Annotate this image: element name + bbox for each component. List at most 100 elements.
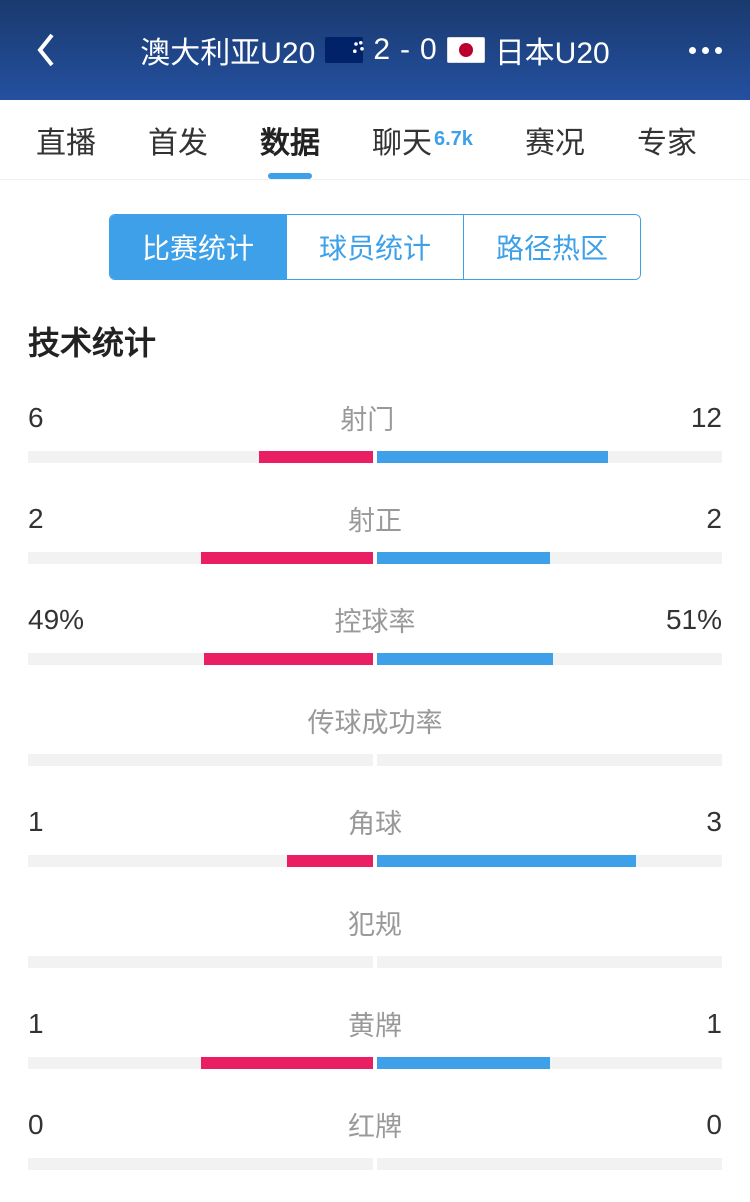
stat-value-left: 0	[28, 1109, 44, 1141]
bar-right-fill	[377, 653, 553, 665]
stat-row: 0 红牌 0	[28, 1105, 722, 1170]
bar-left	[28, 754, 373, 766]
tab-专家[interactable]: 专家	[611, 100, 723, 179]
stat-value-left: 1	[28, 806, 44, 838]
stat-row: 2 射正 2	[28, 499, 722, 564]
match-title: 澳大利亚U20 2 - 0 日本U20	[70, 28, 680, 72]
stat-value-left: 1	[28, 1008, 44, 1040]
stat-bars	[28, 1057, 722, 1069]
stat-name: 射正	[348, 499, 402, 538]
stat-bars	[28, 653, 722, 665]
stat-row: 传球成功率	[28, 701, 722, 766]
tab-赛况[interactable]: 赛况	[499, 100, 611, 179]
segment-路径热区[interactable]: 路径热区	[464, 215, 640, 279]
team-right-name: 日本U20	[495, 28, 610, 72]
tab-聊天[interactable]: 聊天6.7k	[346, 100, 499, 179]
bar-left	[28, 451, 373, 463]
more-button[interactable]	[680, 47, 730, 54]
tab-直播[interactable]: 直播	[10, 100, 122, 179]
match-header: 澳大利亚U20 2 - 0 日本U20	[0, 0, 750, 100]
score-right: 0	[420, 33, 437, 67]
segment-control: 比赛统计球员统计路径热区	[109, 214, 641, 280]
stat-row: 1 角球 3	[28, 802, 722, 867]
bar-right	[377, 653, 722, 665]
tab-bar: 直播首发数据聊天6.7k赛况专家奖	[0, 100, 750, 180]
stat-bars	[28, 754, 722, 766]
stat-row: 49% 控球率 51%	[28, 600, 722, 665]
segment-比赛统计[interactable]: 比赛统计	[110, 215, 287, 279]
dot-icon	[715, 47, 722, 54]
stat-value-right: 1	[706, 1008, 722, 1040]
stat-labels: 6 射门 12	[28, 398, 722, 437]
section-title: 技术统计	[0, 308, 750, 384]
bar-right	[377, 855, 722, 867]
bar-right	[377, 1057, 722, 1069]
flag-australia-icon	[325, 37, 363, 63]
bar-left	[28, 653, 373, 665]
stat-bars	[28, 451, 722, 463]
tab-badge: 6.7k	[434, 128, 473, 151]
bar-right	[377, 451, 722, 463]
tab-首发[interactable]: 首发	[122, 100, 234, 179]
bar-right	[377, 754, 722, 766]
stats-list: 6 射门 12 2 射正 2 49% 控球率 51% 传球成功率 1 角球 3 犯规 1 黄牌 1 0 红牌 0	[0, 384, 750, 1170]
bar-left-fill	[259, 451, 373, 463]
stat-labels: 1 角球 3	[28, 802, 722, 841]
stat-bars	[28, 552, 722, 564]
chevron-left-icon	[34, 31, 56, 69]
stat-value-left: 49%	[28, 604, 84, 636]
back-button[interactable]	[20, 31, 70, 69]
stat-labels: 49% 控球率 51%	[28, 600, 722, 639]
stat-value-left: 6	[28, 402, 44, 434]
tab-奖[interactable]: 奖	[723, 100, 750, 179]
stat-name: 红牌	[348, 1105, 402, 1144]
stat-bars	[28, 855, 722, 867]
stat-labels: 传球成功率	[28, 701, 722, 740]
stat-name: 控球率	[335, 600, 416, 639]
dot-icon	[702, 47, 709, 54]
stat-labels: 0 红牌 0	[28, 1105, 722, 1144]
stat-labels: 2 射正 2	[28, 499, 722, 538]
stat-name: 犯规	[348, 903, 402, 942]
stat-name: 黄牌	[348, 1004, 402, 1043]
stat-labels: 1 黄牌 1	[28, 1004, 722, 1043]
bar-left-fill	[201, 1057, 374, 1069]
segment-control-wrap: 比赛统计球员统计路径热区	[0, 180, 750, 308]
bar-right-fill	[377, 451, 608, 463]
stat-name: 射门	[340, 398, 394, 437]
stat-row: 6 射门 12	[28, 398, 722, 463]
bar-left	[28, 552, 373, 564]
stat-name: 传球成功率	[308, 701, 443, 740]
tab-数据[interactable]: 数据	[234, 100, 346, 179]
stat-value-left: 2	[28, 503, 44, 535]
stat-value-right: 51%	[666, 604, 722, 636]
team-left-name: 澳大利亚U20	[140, 28, 315, 72]
stat-value-right: 2	[706, 503, 722, 535]
stat-row: 1 黄牌 1	[28, 1004, 722, 1069]
score-dash: -	[400, 33, 410, 67]
stat-labels: 犯规	[28, 903, 722, 942]
segment-球员统计[interactable]: 球员统计	[287, 215, 464, 279]
stat-value-right: 3	[706, 806, 722, 838]
bar-left	[28, 956, 373, 968]
stat-name: 角球	[348, 802, 402, 841]
bar-left-fill	[204, 653, 373, 665]
bar-left-fill	[201, 552, 374, 564]
bar-right-fill	[377, 1057, 550, 1069]
bar-right-fill	[377, 552, 550, 564]
flag-japan-icon	[447, 37, 485, 63]
score-left: 2	[373, 33, 390, 67]
stat-value-right: 12	[691, 402, 722, 434]
stat-bars	[28, 1158, 722, 1170]
stat-value-right: 0	[706, 1109, 722, 1141]
stat-row: 犯规	[28, 903, 722, 968]
bar-right-fill	[377, 855, 636, 867]
bar-left-fill	[287, 855, 373, 867]
bar-right	[377, 552, 722, 564]
stat-bars	[28, 956, 722, 968]
bar-right	[377, 1158, 722, 1170]
bar-left	[28, 855, 373, 867]
bar-left	[28, 1158, 373, 1170]
dot-icon	[689, 47, 696, 54]
bar-left	[28, 1057, 373, 1069]
